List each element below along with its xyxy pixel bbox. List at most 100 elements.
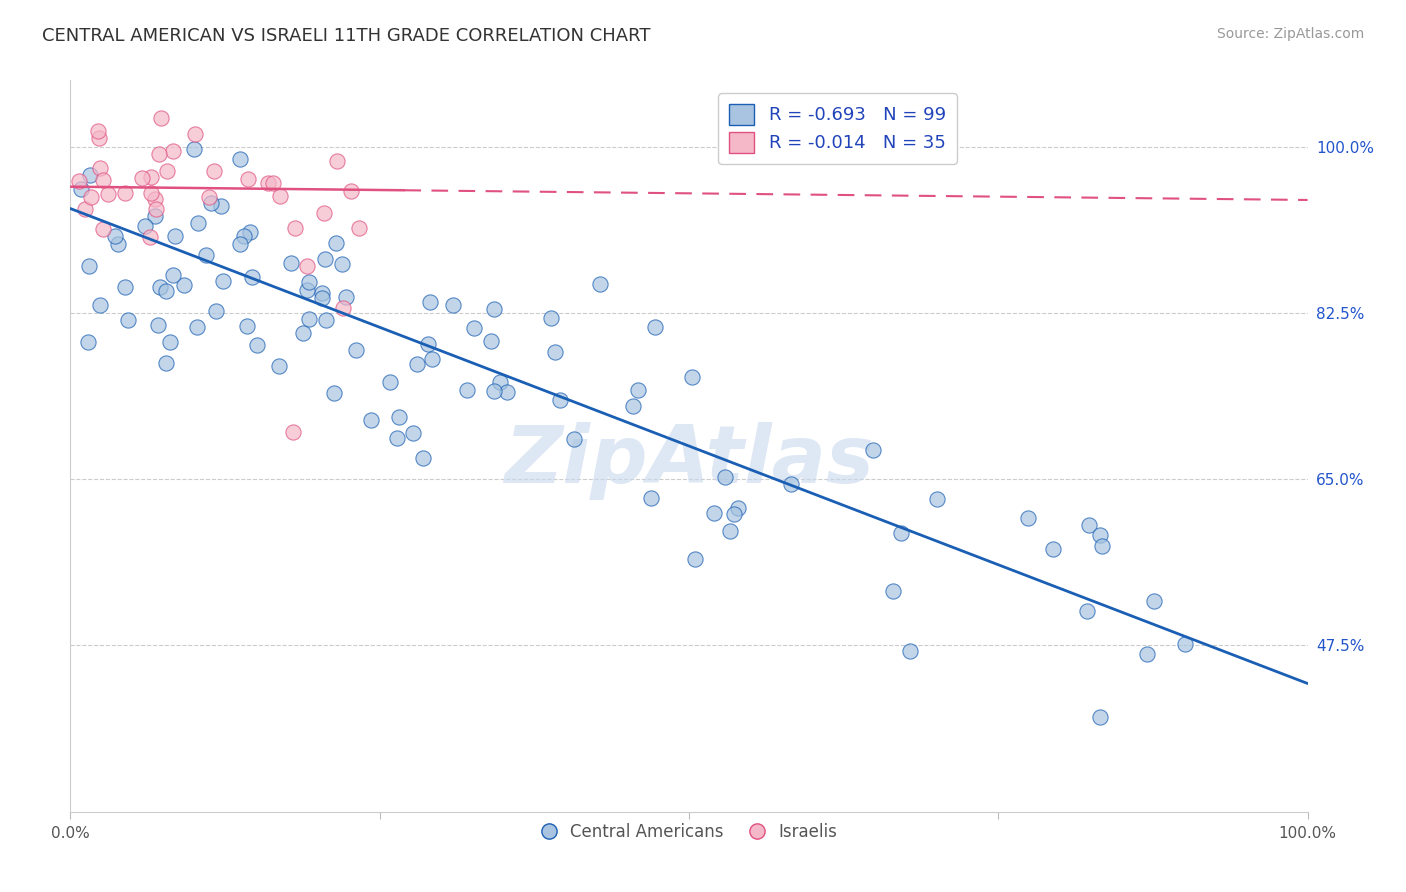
- Point: [340, 184, 363, 198]
- Point: [479, 334, 502, 348]
- Point: [325, 236, 347, 251]
- Point: [184, 127, 207, 141]
- Point: [1091, 539, 1114, 553]
- Point: [484, 301, 506, 316]
- Point: [463, 320, 485, 334]
- Point: [150, 112, 173, 126]
- Point: [156, 164, 179, 178]
- Point: [420, 352, 443, 367]
- Point: [325, 154, 347, 169]
- Point: [73, 202, 96, 216]
- Point: [149, 280, 172, 294]
- Point: [183, 142, 205, 156]
- Text: CENTRAL AMERICAN VS ISRAELI 11TH GRADE CORRELATION CHART: CENTRAL AMERICAN VS ISRAELI 11TH GRADE C…: [42, 27, 651, 45]
- Point: [97, 187, 120, 202]
- Point: [70, 182, 93, 196]
- Point: [236, 171, 259, 186]
- Point: [441, 298, 464, 312]
- Point: [332, 301, 354, 316]
- Point: [405, 357, 427, 371]
- Point: [1143, 594, 1166, 608]
- Point: [209, 199, 232, 213]
- Point: [205, 303, 228, 318]
- Point: [489, 375, 512, 389]
- Point: [281, 425, 304, 439]
- Point: [114, 280, 136, 294]
- Point: [139, 170, 162, 185]
- Point: [295, 260, 318, 274]
- Point: [388, 409, 411, 424]
- Point: [139, 186, 162, 200]
- Point: [588, 277, 610, 292]
- Point: [228, 152, 250, 166]
- Point: [311, 291, 333, 305]
- Point: [262, 176, 284, 190]
- Point: [315, 313, 337, 327]
- Point: [236, 319, 259, 334]
- Point: [1088, 710, 1111, 724]
- Point: [1042, 542, 1064, 557]
- Point: [269, 189, 291, 203]
- Point: [240, 270, 263, 285]
- Point: [1090, 528, 1112, 542]
- Point: [927, 492, 949, 507]
- Point: [200, 196, 222, 211]
- Point: [195, 248, 218, 262]
- Point: [723, 507, 745, 521]
- Point: [627, 383, 650, 397]
- Point: [292, 326, 315, 341]
- Point: [89, 130, 111, 145]
- Point: [107, 237, 129, 252]
- Point: [681, 370, 703, 384]
- Point: [280, 255, 302, 269]
- Point: [295, 284, 318, 298]
- Point: [202, 164, 225, 178]
- Point: [496, 385, 519, 400]
- Point: [862, 442, 884, 457]
- Point: [484, 384, 506, 398]
- Point: [380, 375, 402, 389]
- Point: [297, 311, 319, 326]
- Point: [456, 384, 478, 398]
- Point: [640, 491, 662, 505]
- Point: [347, 221, 370, 235]
- Point: [312, 206, 335, 220]
- Point: [155, 284, 177, 298]
- Point: [143, 209, 166, 223]
- Point: [104, 229, 127, 244]
- Point: [246, 337, 269, 351]
- Point: [162, 144, 184, 158]
- Point: [239, 225, 262, 239]
- Point: [232, 228, 254, 243]
- Point: [1017, 511, 1039, 525]
- Point: [621, 399, 644, 413]
- Point: [257, 176, 280, 190]
- Point: [173, 278, 195, 293]
- Point: [402, 425, 425, 440]
- Point: [644, 320, 666, 334]
- Point: [1076, 604, 1098, 618]
- Point: [148, 147, 170, 161]
- Point: [155, 356, 177, 370]
- Point: [89, 298, 111, 312]
- Point: [1078, 518, 1101, 533]
- Point: [269, 359, 291, 373]
- Point: [314, 252, 336, 267]
- Point: [898, 644, 921, 658]
- Point: [163, 228, 186, 243]
- Point: [284, 221, 307, 235]
- Point: [67, 174, 90, 188]
- Point: [89, 161, 111, 175]
- Point: [323, 385, 346, 400]
- Point: [77, 335, 100, 350]
- Point: [91, 222, 114, 236]
- Point: [1174, 637, 1197, 651]
- Point: [727, 500, 749, 515]
- Point: [145, 202, 167, 216]
- Point: [114, 186, 136, 200]
- Text: ZipAtlas: ZipAtlas: [503, 422, 875, 500]
- Point: [139, 230, 162, 244]
- Point: [311, 286, 333, 301]
- Point: [80, 190, 103, 204]
- Point: [418, 336, 440, 351]
